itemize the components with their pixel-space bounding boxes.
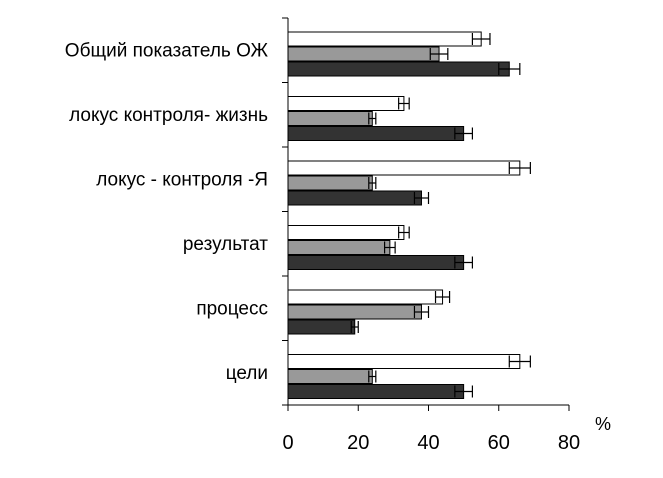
bar-1-4 (287, 304, 422, 320)
bar-1-1 (287, 111, 373, 126)
category-label-1: локус контроля- жизнь (69, 105, 268, 126)
category-label-0: Общий показатель ОЖ (65, 40, 269, 61)
bar-0-4 (287, 289, 444, 305)
bar-2-4 (287, 319, 356, 335)
x-tick-label-0: 0 (282, 432, 293, 454)
bar-2-5 (287, 384, 465, 399)
bar-0-0 (287, 31, 482, 47)
x-tick-label-20: 20 (347, 432, 369, 454)
bar-1-3 (287, 240, 391, 255)
x-tick-label-80: 80 (558, 432, 580, 454)
bar-0-3 (287, 225, 405, 240)
bar-0-2 (287, 160, 521, 176)
x-tick-label-60: 60 (488, 432, 510, 454)
bar-1-0 (287, 46, 440, 62)
category-label-4: процесс (196, 298, 268, 319)
category-label-3: результат (183, 234, 268, 255)
bar-0-1 (287, 96, 405, 111)
axes-layer (282, 17, 570, 411)
x-axis-unit-label: % (595, 414, 611, 434)
labels-layer: Общий показатель ОЖ локус контроля- жизнь… (65, 40, 580, 454)
bar-1-2 (287, 175, 373, 191)
bar-2-0 (287, 61, 510, 77)
bar-2-2 (287, 190, 422, 206)
category-label-2: локус - контроля -Я (96, 169, 268, 190)
bar-1-5 (287, 369, 373, 384)
bar-2-3 (287, 255, 465, 270)
category-label-5: цели (226, 363, 268, 384)
x-tick-label-40: 40 (417, 432, 439, 454)
bars-layer (287, 31, 531, 399)
bar-2-1 (287, 126, 465, 141)
bar-0-5 (287, 354, 521, 369)
